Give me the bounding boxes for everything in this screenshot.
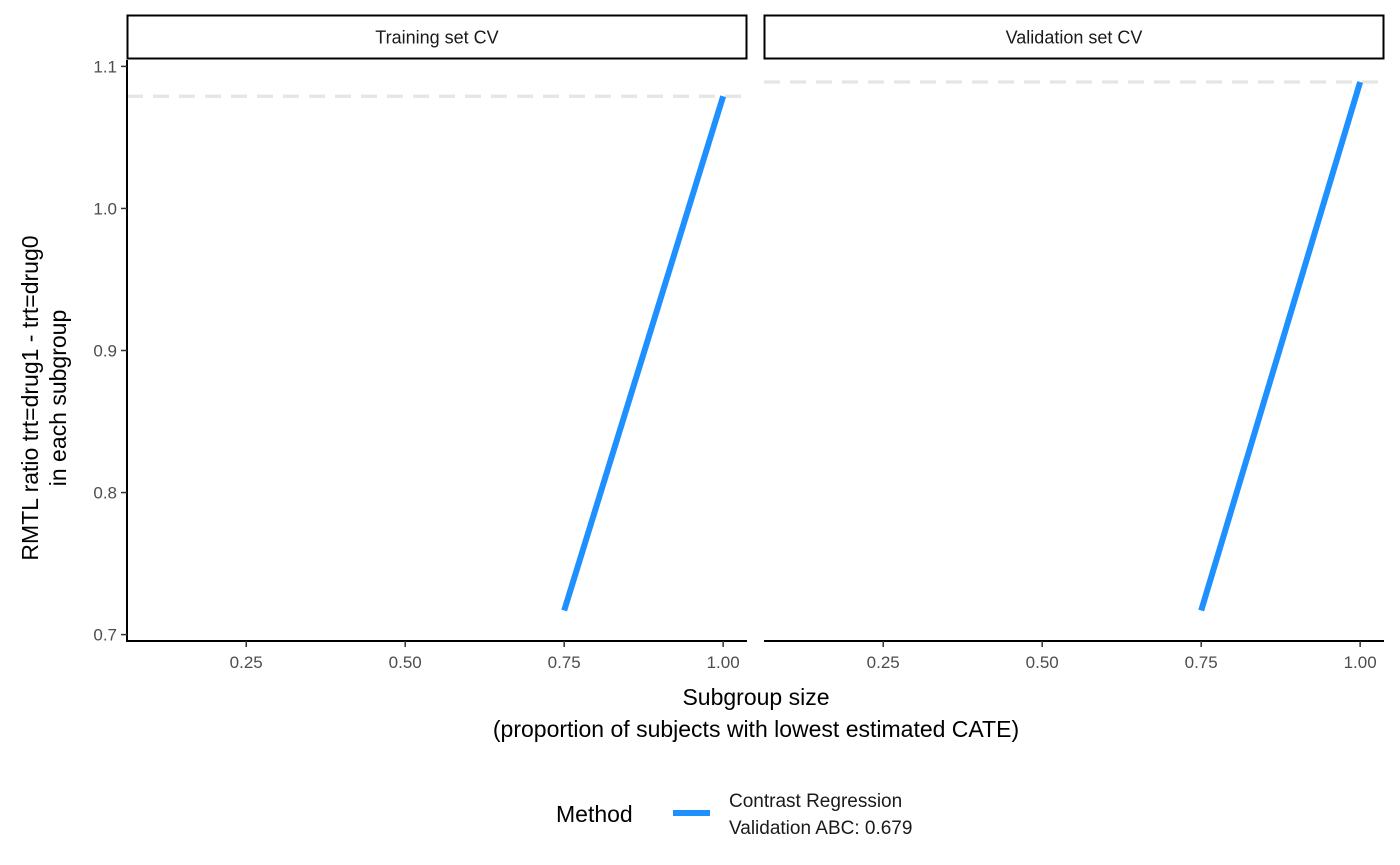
legend-title: Method bbox=[556, 801, 633, 827]
panel-title: Validation set CV bbox=[1006, 28, 1143, 48]
x-tick-label: 1.00 bbox=[1344, 653, 1377, 672]
legend: Method Contrast Regression Validation ABC:… bbox=[556, 791, 912, 839]
x-tick-label: 0.50 bbox=[389, 653, 422, 672]
x-tick-label: 0.75 bbox=[1185, 653, 1218, 672]
series-line bbox=[561, 95, 727, 612]
panel-strip bbox=[763, 14, 1385, 60]
x-tick-label: 0.25 bbox=[230, 653, 263, 672]
panel-title: Training set CV bbox=[375, 28, 498, 48]
panel-1: Training set CV 0.25 0.50 0.75 1.00 0.7 0.8 0.9… bbox=[93, 14, 748, 672]
y-tick-label: 0.7 bbox=[93, 626, 117, 645]
axis-title-line: Subgroup size bbox=[682, 684, 829, 710]
y-tick-label: 1.1 bbox=[93, 57, 117, 76]
y-tick-label: 0.9 bbox=[93, 342, 117, 361]
x-tick-label: 0.50 bbox=[1026, 653, 1059, 672]
y-tick-label: 1.0 bbox=[93, 199, 117, 218]
series-line bbox=[1198, 81, 1364, 612]
x-tick-label: 1.00 bbox=[707, 653, 740, 672]
x-axis-title: Subgroup size (proportion of subjects wit… bbox=[493, 684, 1019, 742]
axis-title-line: (proportion of subjects with lowest esti… bbox=[493, 716, 1019, 742]
y-axis-title: RMTL ratio trt=drug1 - trt=drug0in each … bbox=[17, 235, 71, 560]
axis-title-line: RMTL ratio trt=drug1 - trt=drug0 bbox=[17, 235, 43, 560]
legend-label: Validation ABC: 0.679 bbox=[729, 818, 912, 839]
x-tick-label: 0.25 bbox=[867, 653, 900, 672]
panel-2: Validation set CV 0.25 0.50 0.75 1.00 bbox=[763, 14, 1385, 672]
panel-strip bbox=[126, 14, 748, 60]
axis-title-line: in each subgroup bbox=[45, 310, 71, 486]
y-tick-label: 0.8 bbox=[93, 484, 117, 503]
legend-label: Contrast Regression bbox=[729, 791, 902, 812]
panels-group: Training set CV 0.25 0.50 0.75 1.00 0.7 0.8 0.9… bbox=[93, 14, 1385, 672]
x-tick-label: 0.75 bbox=[548, 653, 581, 672]
